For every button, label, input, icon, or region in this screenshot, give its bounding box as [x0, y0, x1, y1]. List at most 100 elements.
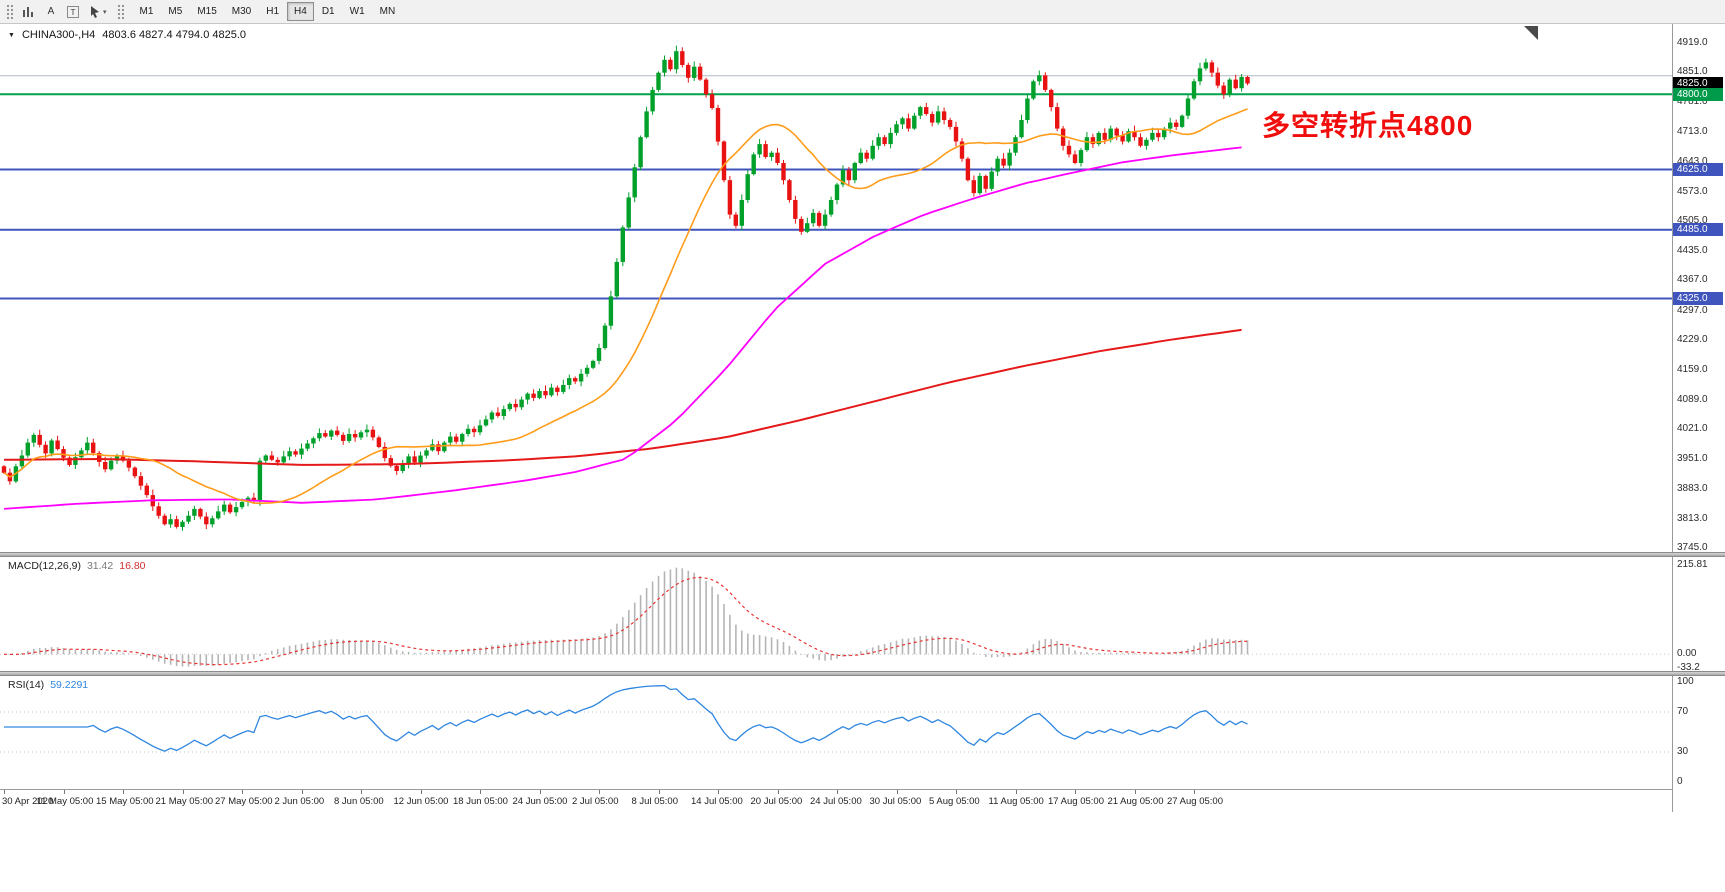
level-lines[interactable]: [0, 75, 1672, 300]
toolbar-grip[interactable]: [5, 2, 13, 21]
rsi-axis-label: 70: [1677, 706, 1689, 717]
price-axis-label: 4229.0: [1677, 333, 1708, 345]
rsi-value: 59.2291: [50, 679, 89, 691]
price-tag-4625.0: 4625.0: [1673, 162, 1723, 176]
rsi-label: RSI(14) 59.2291: [8, 679, 88, 691]
time-axis-tick: [480, 790, 481, 794]
macd-signal-line: [3, 576, 1248, 666]
panel-splitter-macd[interactable]: [0, 552, 1725, 557]
ma-slow-line[interactable]: [3, 328, 1242, 466]
time-axis-tick: [361, 790, 362, 794]
text-label-button[interactable]: A: [41, 2, 61, 22]
timeframe-button-M5[interactable]: M5: [161, 2, 189, 21]
price-axis-label: 4919.0: [1677, 37, 1708, 48]
time-axis-tick: [896, 790, 898, 794]
rsi-axis-label: 100: [1677, 676, 1694, 687]
time-axis-tick: [837, 790, 838, 794]
macd-axis-label: -33.2: [1677, 662, 1700, 673]
toolbar-grip-2[interactable]: [115, 2, 124, 21]
price-axis-label: 4159.0: [1677, 363, 1708, 375]
time-axis-tick: [63, 790, 65, 794]
time-axis-label: 30 Apr 2020: [2, 796, 54, 807]
symbol-quote-line: ▼ CHINA300-,H4 4803.6 4827.4 4794.0 4825…: [8, 29, 246, 41]
ma-mid-line[interactable]: [3, 146, 1242, 510]
price-axis-label: 4435.0: [1677, 245, 1708, 257]
cursor-tool-button[interactable]: ▾: [85, 2, 111, 22]
time-axis-label: 2 Jun 05:00: [274, 796, 325, 807]
timeframe-button-D1[interactable]: D1: [315, 2, 342, 21]
toolbar: A T ▾ M1 M5 M15 M30 H1 H4 D1 W1 MN: [0, 0, 1725, 24]
time-axis-tick: [539, 790, 541, 794]
time-axis-label: 18 Jun 05:00: [453, 796, 508, 807]
rsi-name: RSI(14): [8, 679, 45, 691]
timeframe-button-M30[interactable]: M30: [225, 2, 258, 21]
rsi-panel-canvas[interactable]: [0, 676, 1672, 789]
price-axis-label: 3883.0: [1677, 482, 1708, 494]
main-chart-canvas[interactable]: [0, 24, 1672, 552]
time-axis-label: 17 Aug 05:00: [1048, 796, 1104, 807]
time-axis-tick: [4, 790, 5, 794]
time-axis-tick: [1194, 790, 1195, 794]
ma-fast-line[interactable]: [3, 108, 1248, 505]
timeframe-button-M15[interactable]: M15: [190, 2, 223, 21]
timeframe-group: M1 M5 M15 M30 H1 H4 D1 W1 MN: [133, 2, 403, 21]
time-axis-label: 24 Jun 05:00: [512, 796, 568, 807]
time-axis-tick: [599, 790, 600, 794]
time-axis-label: 2 Jul 05:00: [572, 796, 619, 807]
price-tag-4485.0: 4485.0: [1673, 223, 1723, 237]
cursor-icon: [91, 6, 99, 18]
time-axis-label: 8 Jun 05:00: [334, 796, 384, 807]
time-axis-label: 30 Jul 05:00: [869, 796, 922, 807]
time-axis-label: 8 Jul 05:00: [631, 796, 678, 807]
time-axis-label: 11 May 05:00: [36, 796, 94, 807]
time-axis-label: 21 Aug 05:00: [1107, 796, 1164, 807]
time-axis-label: 14 Jul 05:00: [691, 796, 743, 807]
timeframe-button-H4[interactable]: H4: [287, 2, 314, 21]
price-axis-label: 4643.0: [1677, 155, 1708, 167]
axis-border: [1672, 24, 1673, 812]
chart-type-button[interactable]: [18, 2, 39, 22]
price-axis-label: 3951.0: [1677, 453, 1708, 465]
macd-panel-canvas[interactable]: [0, 557, 1672, 671]
rsi-axis-label: 30: [1677, 746, 1689, 757]
time-axis-label: 11 Aug 05:00: [988, 796, 1044, 807]
dropdown-caret-icon: ▾: [103, 8, 107, 16]
time-axis-label: 27 Aug 05:00: [1167, 796, 1223, 807]
candles-layer: [1, 45, 1250, 531]
window-bottom-area: [0, 812, 1725, 892]
time-axis[interactable]: 30 Apr 2020 11 May 05:00 15 May 05:00 21 Ma…: [0, 789, 1672, 812]
time-axis-tick: [1015, 790, 1017, 794]
time-axis-tick: [1134, 790, 1136, 794]
symbol-title: CHINA300-,H4: [21, 29, 96, 41]
macd-signal-value: 16.80: [119, 560, 146, 572]
text-label-icon: A: [47, 6, 55, 17]
price-axis-label: 4089.0: [1677, 394, 1708, 406]
bar-chart-icon: [23, 6, 33, 17]
panel-splitter-rsi[interactable]: [0, 671, 1725, 676]
time-axis-label: 15 May 05:00: [96, 796, 154, 807]
chart-text-annotation[interactable]: 多空转折点4800: [1262, 110, 1474, 141]
macd-histogram: [9, 567, 1249, 667]
timeframe-button-W1[interactable]: W1: [343, 2, 372, 21]
time-axis-tick: [301, 790, 303, 794]
text-box-button[interactable]: T: [63, 2, 83, 22]
time-axis-tick: [242, 790, 243, 794]
macd-label: MACD(12,26,9) 31.42 16.80: [8, 560, 146, 572]
rsi-axis-label: 0: [1677, 776, 1683, 787]
timeframe-button-M1[interactable]: M1: [133, 2, 161, 21]
time-axis-label: 12 Jun 05:00: [393, 796, 449, 807]
timeframe-button-MN[interactable]: MN: [373, 2, 403, 21]
price-axis-label: 4573.0: [1677, 185, 1708, 197]
price-tag-4825.0: 4825.0: [1673, 76, 1723, 90]
price-axis-label: 4021.0: [1677, 423, 1708, 435]
time-axis-tick: [658, 790, 660, 794]
time-axis-tick: [718, 790, 719, 794]
timeframe-button-H1[interactable]: H1: [259, 2, 286, 21]
price-axis-label: 4505.0: [1677, 215, 1708, 227]
price-tag-4800.0: 4800.0: [1673, 87, 1723, 101]
price-axis-label: 4297.0: [1677, 304, 1708, 316]
time-axis-label: 5 Aug 05:00: [929, 796, 980, 807]
time-axis-tick: [956, 790, 957, 794]
time-axis-label: 24 Jul 05:00: [810, 796, 862, 807]
symbol-marker-icon: ▼: [8, 31, 15, 39]
